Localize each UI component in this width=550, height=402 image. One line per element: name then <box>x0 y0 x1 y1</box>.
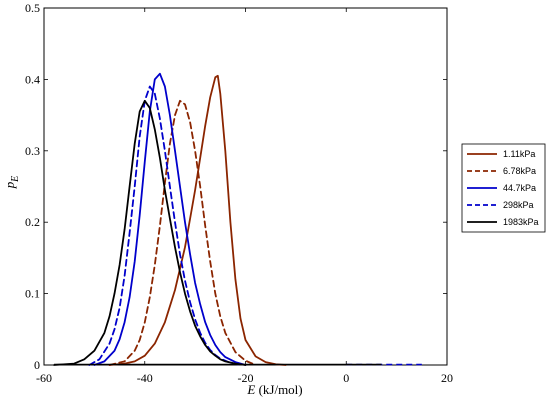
svg-text:pE: pE <box>2 176 21 190</box>
x-axis-label: E (kJ/mol) <box>246 382 302 397</box>
plot-area-frame <box>43 7 448 366</box>
x-tick-label: -40 <box>137 371 153 385</box>
y-axis-label: pE <box>2 176 21 190</box>
legend-label-1.11kPa: 1.11kPa <box>503 149 535 159</box>
x-tick-label: 20 <box>441 371 453 385</box>
y-tick-label: 0.2 <box>25 215 40 229</box>
legend-label-6.78kPa: 6.78kPa <box>503 166 536 176</box>
y-axis-label-main: p <box>2 181 17 189</box>
series-line-1.11kPa <box>108 74 287 366</box>
x-axis-label-units: (kJ/mol) <box>255 382 302 397</box>
x-tick-label: -20 <box>238 371 254 385</box>
series-line-6.78kPa <box>108 99 257 366</box>
legend: 1.11kPa 6.78kPa 44.7kPa 298kPa 1983kPa <box>461 143 546 233</box>
y-tick-label: 0.4 <box>25 72 40 86</box>
y-tick-label: 0 <box>34 358 40 372</box>
series-layer <box>53 72 422 366</box>
x-axis-label-main: E <box>246 382 255 397</box>
series-line-44.7kPa <box>93 72 247 366</box>
y-tick-label: 0.5 <box>25 1 40 15</box>
y-tick-label: 0.1 <box>25 287 40 301</box>
ticks-layer: -60 -40 -20 0 20 0 0.1 0.2 0.3 0.4 0.5 <box>25 1 453 385</box>
legend-label-298kPa: 298kPa <box>503 200 534 210</box>
y-tick-label: 0.3 <box>25 144 40 158</box>
legend-label-44.7kPa: 44.7kPa <box>503 183 536 193</box>
y-axis-label-sub: E <box>10 176 21 183</box>
series-line-1983kPa <box>53 99 247 366</box>
x-tick-label: 0 <box>343 371 349 385</box>
legend-label-1983kPa: 1983kPa <box>503 217 539 227</box>
x-tick-label: -60 <box>36 371 52 385</box>
series-line-298kPa <box>88 85 242 366</box>
